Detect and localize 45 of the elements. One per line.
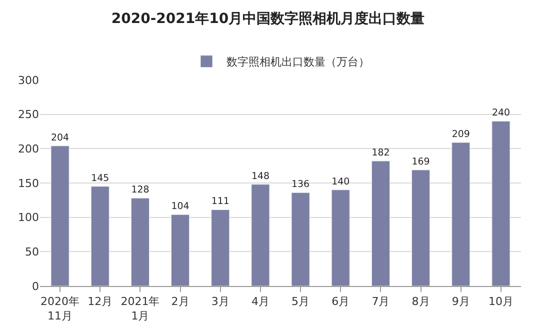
bar	[371, 160, 390, 286]
legend-label: 数字照相机出口数量（万台）	[226, 56, 370, 69]
bar	[50, 146, 70, 286]
bar	[452, 142, 470, 286]
bar	[211, 210, 230, 286]
data-label: 209	[452, 128, 470, 140]
y-tick-label: 100	[18, 211, 39, 224]
x-tick-label: 2月	[171, 295, 190, 308]
data-label: 136	[292, 179, 310, 190]
bar	[130, 198, 150, 286]
x-tick-label: 10月	[488, 295, 514, 308]
y-tick-label: 200	[18, 142, 39, 156]
x-tick-label: 7月	[372, 295, 390, 308]
x-tick-label: 12月	[88, 295, 113, 308]
x-tick-label: 8月	[412, 295, 430, 308]
y-tick-label: 300	[18, 74, 39, 87]
y-tick-label: 250	[18, 108, 39, 122]
y-tick-label: 0	[32, 280, 39, 293]
chart-title: 2020-2021年10月中国数字照相机月度出口数量	[111, 10, 425, 28]
data-label: 148	[251, 170, 270, 182]
data-label: 169	[412, 156, 430, 168]
data-label: 128	[131, 184, 150, 196]
data-label: 240	[492, 108, 510, 119]
y-tick-label: 150	[18, 176, 39, 190]
data-label: 140	[332, 176, 350, 188]
data-label: 111	[211, 196, 230, 208]
x-tick-label: 2020年 11月	[40, 295, 80, 322]
x-tick-label: 6月	[332, 295, 350, 308]
data-label: 182	[372, 147, 390, 158]
x-tick-label: 2021年 1月	[120, 295, 160, 322]
data-label: 104	[171, 201, 190, 212]
data-label: 145	[91, 172, 110, 184]
x-tick-label: 4月	[251, 295, 270, 308]
bar	[492, 120, 510, 286]
bar	[412, 170, 430, 286]
bar	[171, 214, 190, 286]
x-tick-label: 5月	[292, 295, 310, 308]
y-tick-label: 50	[25, 246, 39, 259]
x-tick-label: 9月	[452, 295, 470, 308]
bar	[90, 186, 110, 286]
bar	[251, 184, 270, 286]
x-tick-label: 3月	[211, 295, 230, 308]
data-label: 204	[51, 132, 70, 144]
bar	[331, 190, 350, 286]
bar	[291, 192, 310, 286]
